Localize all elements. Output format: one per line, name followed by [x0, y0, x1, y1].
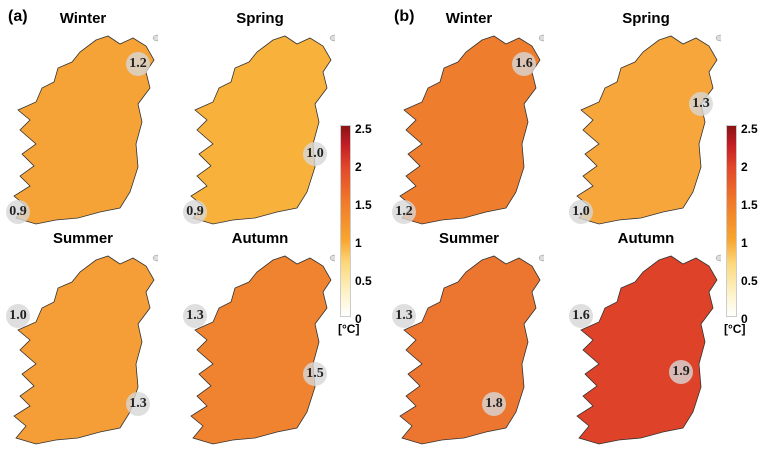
station-value: 1.8	[482, 392, 506, 416]
station-value: 0.9	[183, 200, 207, 224]
colorbar-tick: 0.5	[355, 274, 372, 288]
ireland-map: 1.3 1.5	[183, 252, 341, 447]
colorbar-tick: 1.5	[355, 198, 372, 212]
colorbar-tick: 1	[355, 236, 362, 250]
colorbar-tick: 0.5	[741, 274, 758, 288]
island-shape	[329, 254, 341, 262]
station-value: 1.9	[669, 360, 693, 384]
station-value: 1.6	[569, 304, 593, 328]
station-value: 1.5	[303, 362, 327, 386]
colorbar-tick: 2	[355, 160, 362, 174]
station-value: 0.9	[6, 200, 30, 224]
ireland-map: 1.0 1.3	[6, 252, 164, 447]
ireland-shape	[190, 255, 332, 445]
map-title: Spring	[622, 10, 670, 27]
station-value: 1.3	[392, 304, 416, 328]
station-value: 1.3	[689, 92, 713, 116]
panel-label: (b)	[394, 8, 415, 25]
colorbar-tick: 2	[741, 160, 748, 174]
ireland-shape	[13, 255, 155, 445]
island-shape	[538, 34, 550, 42]
station-value: 1.0	[6, 304, 30, 328]
colorbar-tick: 0	[355, 312, 362, 326]
colorbar-tick: 1	[741, 236, 748, 250]
colorbar-tick: 2.5	[355, 122, 372, 136]
colorbar	[340, 125, 351, 317]
ireland-map: 1.3 1.8	[392, 252, 550, 447]
ireland-map: 1.2 0.9	[6, 32, 164, 227]
colorbar-tick: 1.5	[741, 198, 758, 212]
station-value: 1.3	[126, 392, 150, 416]
island-shape	[329, 34, 341, 42]
map-title: Summer	[52, 230, 114, 247]
ireland-map: 1.6 1.9	[569, 252, 727, 447]
ireland-shape	[190, 35, 332, 225]
ireland-shape	[399, 255, 541, 445]
island-shape	[715, 34, 727, 42]
colorbar-tick: 2.5	[741, 122, 758, 136]
station-value: 1.2	[392, 200, 416, 224]
ireland-map: 1.3 1.0	[569, 32, 727, 227]
station-value: 1.3	[183, 304, 207, 328]
map-title: Spring	[236, 10, 284, 27]
map-title: Autumn	[617, 230, 675, 247]
ireland-map: 1.0 0.9	[183, 32, 341, 227]
ireland-shape	[576, 255, 718, 445]
colorbar-tick: 0	[741, 312, 748, 326]
colorbar-unit: [°C]	[724, 322, 746, 336]
ireland-shape	[576, 35, 718, 225]
station-value: 1.2	[126, 52, 150, 76]
map-title: Winter	[445, 10, 493, 27]
panel-label: (a)	[8, 8, 28, 25]
island-shape	[152, 34, 164, 42]
ireland-map: 1.6 1.2	[392, 32, 550, 227]
island-shape	[538, 254, 550, 262]
island-shape	[715, 254, 727, 262]
station-value: 1.6	[512, 52, 536, 76]
map-title: Summer	[438, 230, 500, 247]
colorbar-unit: [°C]	[338, 322, 360, 336]
map-title: Autumn	[231, 230, 289, 247]
station-value: 1.0	[569, 200, 593, 224]
colorbar	[726, 125, 737, 317]
island-shape	[152, 254, 164, 262]
map-title: Winter	[59, 10, 107, 27]
station-value: 1.0	[303, 142, 327, 166]
